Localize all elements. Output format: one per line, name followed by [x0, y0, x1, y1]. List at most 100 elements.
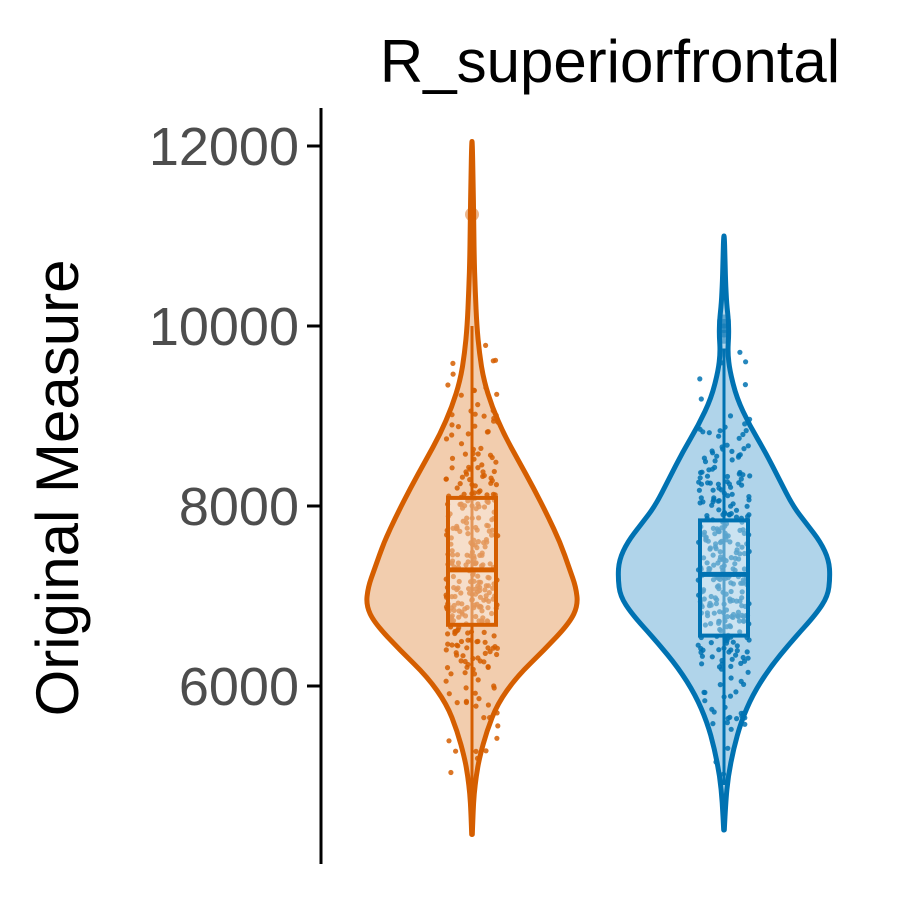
- data-point: [453, 748, 459, 754]
- data-point: [729, 613, 735, 620]
- data-point: [475, 402, 481, 408]
- data-point: [744, 503, 750, 509]
- data-point: [443, 678, 449, 684]
- data-point: [458, 590, 464, 596]
- data-point: [724, 614, 730, 620]
- data-point: [471, 671, 478, 677]
- data-point: [451, 602, 457, 609]
- data-point: [487, 452, 494, 458]
- data-point: [449, 455, 456, 461]
- data-point: [478, 445, 484, 451]
- data-point: [469, 503, 475, 509]
- data-point: [485, 702, 491, 708]
- data-point: [458, 441, 465, 447]
- data-point: [704, 513, 710, 519]
- data-point: [728, 555, 734, 561]
- data-point: [444, 665, 451, 671]
- data-point: [723, 640, 730, 646]
- data-point: [493, 459, 499, 465]
- data-point: [482, 639, 488, 645]
- data-point: [698, 645, 704, 652]
- data-point: [718, 538, 725, 545]
- data-point: [462, 670, 468, 676]
- data-point: [699, 661, 705, 667]
- data-point: [716, 498, 722, 504]
- data-point: [469, 515, 475, 521]
- data-point: [741, 618, 747, 624]
- data-point: [475, 539, 481, 545]
- data-point: [723, 537, 729, 543]
- data-point: [729, 448, 735, 454]
- data-point: [732, 561, 738, 567]
- data-point: [455, 585, 461, 591]
- data-point: [471, 387, 477, 394]
- data-point: [724, 442, 730, 448]
- data-point: [730, 501, 736, 507]
- data-point: [483, 596, 489, 602]
- data-point: [449, 422, 455, 428]
- data-point: [475, 573, 481, 579]
- data-point: [456, 578, 462, 585]
- data-point: [493, 412, 499, 418]
- y-axis-label: Original Measure: [24, 260, 91, 717]
- data-point: [449, 412, 455, 418]
- data-point: [738, 660, 744, 667]
- data-point: [709, 706, 715, 712]
- data-point: [465, 431, 471, 437]
- data-point: [704, 560, 710, 566]
- data-point: [696, 479, 702, 485]
- data-point: [720, 589, 726, 595]
- data-point: [482, 544, 488, 550]
- data-point: [711, 610, 717, 616]
- data-point: [478, 579, 484, 585]
- data-point: [467, 590, 473, 596]
- data-point: [733, 652, 739, 658]
- data-point: [701, 596, 707, 602]
- data-point: [450, 360, 456, 366]
- data-point: [698, 649, 704, 656]
- data-point: [747, 416, 753, 422]
- data-point: [450, 573, 456, 580]
- data-point: [741, 446, 747, 452]
- data-point: [467, 477, 473, 483]
- outlier-point: [717, 329, 731, 344]
- data-point: [722, 618, 728, 624]
- data-point: [708, 621, 714, 627]
- data-point: [463, 685, 469, 691]
- outlier-point: [717, 314, 731, 329]
- data-point: [734, 648, 740, 654]
- data-point: [475, 677, 481, 683]
- data-point: [728, 588, 734, 595]
- data-point: [489, 478, 495, 484]
- data-point: [725, 715, 731, 722]
- data-point: [475, 583, 481, 589]
- data-point: [704, 473, 711, 479]
- data-point: [708, 602, 714, 608]
- data-point: [469, 542, 476, 548]
- data-point: [485, 664, 491, 670]
- data-point: [710, 552, 716, 558]
- data-point: [476, 696, 482, 702]
- data-point: [733, 550, 739, 556]
- data-point: [716, 618, 722, 625]
- data-point: [730, 581, 737, 587]
- data-point: [721, 509, 728, 516]
- data-point: [474, 545, 480, 551]
- data-point: [714, 453, 720, 459]
- data-point: [477, 488, 483, 494]
- data-point: [730, 639, 736, 645]
- data-point: [469, 482, 475, 488]
- data-point: [712, 458, 718, 464]
- data-point: [736, 556, 742, 562]
- data-point: [735, 613, 741, 619]
- data-point: [445, 631, 451, 637]
- data-point: [717, 682, 723, 688]
- data-point: [721, 694, 727, 700]
- data-point: [482, 650, 488, 657]
- data-point: [701, 455, 708, 461]
- data-point: [744, 649, 750, 655]
- data-point: [727, 598, 733, 604]
- data-point: [449, 548, 455, 554]
- data-point: [719, 444, 725, 450]
- data-point: [465, 531, 471, 537]
